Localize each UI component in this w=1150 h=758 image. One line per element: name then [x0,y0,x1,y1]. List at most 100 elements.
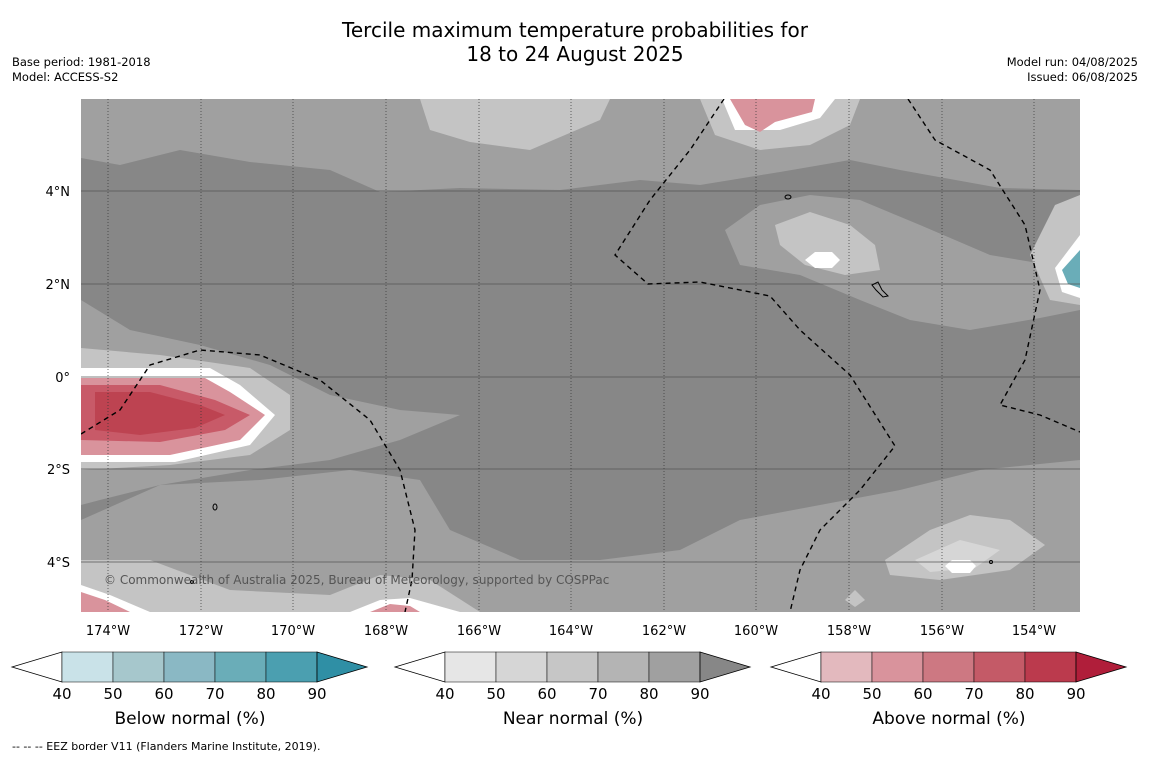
colorbar-segment [265,651,318,683]
above-normal-ne [730,99,815,132]
colorbar-segment [112,651,165,683]
colorbar-segment [1024,651,1077,683]
colorbar-extend-high [316,651,369,683]
colorbar-tick: 70 [964,685,983,703]
latitude-label: 2°S [47,463,70,478]
colorbar-label-above: Above normal (%) [872,709,1026,729]
colorbar-1: 40 50 60 70 80 90 [393,651,752,703]
title-line-2: 18 to 24 August 2025 [466,42,684,66]
longitude-labels: 174°W 172°W 170°W 168°W 166°W 164°W 162°W 160°W… [86,624,1056,639]
colorbar-tick: 50 [862,685,881,703]
latitude-label: 0° [55,371,70,386]
colorbar-2: 40 50 60 70 80 90 [769,651,1128,703]
longitude-label: 166°W [457,624,501,639]
colorbar-tick: 80 [256,685,275,703]
colorbar-segment [820,651,873,683]
colorbar-segment [546,651,599,683]
colorbar-tick: 40 [435,685,454,703]
longitude-label: 154°W [1012,624,1056,639]
above-normal-sw [81,592,130,612]
island-4 [989,560,993,564]
colorbar-segment [973,651,1026,683]
eez-line-1 [614,99,896,612]
longitude-label: 156°W [920,624,964,639]
near-normal-50-se [915,540,1000,572]
white-blob-east [805,252,840,268]
island-5 [190,580,194,584]
eez-borders [81,99,1080,612]
above-normal-80-west [95,392,225,435]
colorbar-tick: 50 [486,685,505,703]
colorbar-tick: 60 [154,685,173,703]
colorbar-tick: 40 [811,685,830,703]
island-3 [212,503,218,511]
longitude-label: 172°W [179,624,223,639]
colorbar-tick: 90 [1066,685,1085,703]
colorbar-tick: 60 [537,685,556,703]
longitude-label: 164°W [549,624,593,639]
near-normal-60-small [845,590,865,607]
near-normal-60-east [775,212,880,275]
island-2 [871,281,890,298]
colorbar-segment [61,651,114,683]
colorbar-extend-low [10,651,63,683]
colorbar-segment [648,651,701,683]
colorbar-extend-low [769,651,822,683]
longitude-label: 158°W [827,624,871,639]
colorbar-segment [597,651,650,683]
colorbar-extend-high [699,651,752,683]
latitude-labels: 4°N 2°N 0° 2°S 4°S [46,185,71,571]
colorbar-segment [444,651,497,683]
near-normal-60-sw [81,560,480,612]
chart-title: Tercile maximum temperature probabilitie… [0,18,1150,66]
copyright-notice: © Commonwealth of Australia 2025, Bureau… [104,573,609,587]
longitude-label: 160°W [734,624,778,639]
below-normal-far-east [1062,250,1080,288]
title-line-1: Tercile maximum temperature probabilitie… [342,18,808,42]
colorbar-label-below: Below normal (%) [114,709,266,729]
model-run: Model run: 04/08/2025 [1006,55,1138,69]
eez-line-3 [81,349,416,612]
meta-right: Model run: 04/08/2025 Issued: 06/08/2025 [1007,55,1138,85]
colorbar-tick: 80 [639,685,658,703]
colorbar-segment [871,651,924,683]
latitude-label: 2°N [46,278,71,293]
colorbar-segment [922,651,975,683]
colorbar-0: 40 50 60 70 80 90 [10,651,369,703]
eez-footnote: -- -- -- EEZ border V11 (Flanders Marine… [12,740,321,753]
eez-line-2 [907,99,1080,433]
base-period: Base period: 1981-2018 [12,55,151,69]
colorbar-extend-high [1075,651,1128,683]
colorbar-segment [214,651,267,683]
island-1 [784,194,792,200]
colorbar-tick: 40 [52,685,71,703]
colorbars: 40 50 60 70 80 90 40 50 60 70 80 90 40 50 60 70 80 90 [10,651,1128,703]
longitude-label: 174°W [86,624,130,639]
colorbar-tick: 80 [1015,685,1034,703]
colorbar-extend-low [393,651,446,683]
latitude-label: 4°S [47,556,70,571]
colorbar-tick: 50 [103,685,122,703]
white-blob-se [945,560,976,573]
map-grid [81,99,1080,612]
near-normal-70-south [81,460,1080,612]
map-panel: © Commonwealth of Australia 2025, Bureau… [81,99,1080,612]
longitude-label: 168°W [364,624,408,639]
issued-date: Issued: 06/08/2025 [1027,70,1138,84]
colorbar-segment [163,651,216,683]
colorbar-segment [495,651,548,683]
meta-left: Base period: 1981-2018 Model: ACCESS-S2 [12,55,151,85]
longitude-label: 170°W [271,624,315,639]
colorbar-tick: 70 [588,685,607,703]
colorbar-tick: 60 [913,685,932,703]
colorbar-tick: 70 [205,685,224,703]
near-normal-60-north [420,99,610,150]
islands [190,194,993,584]
longitude-label: 162°W [642,624,686,639]
model-name: Model: ACCESS-S2 [12,70,119,84]
colorbar-label-near: Near normal (%) [502,709,644,729]
above-40-contour-s [350,598,460,612]
latitude-label: 4°N [46,185,71,200]
above-normal-s [370,604,420,612]
